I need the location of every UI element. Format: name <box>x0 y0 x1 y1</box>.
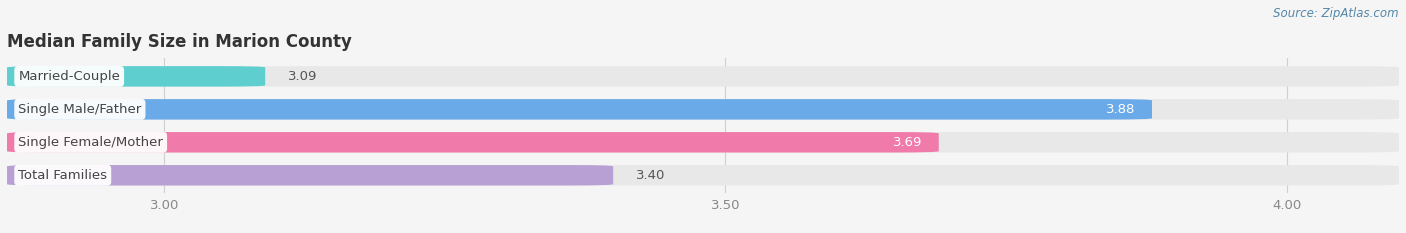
Text: 3.40: 3.40 <box>636 169 665 182</box>
FancyBboxPatch shape <box>7 132 1399 153</box>
Text: Median Family Size in Marion County: Median Family Size in Marion County <box>7 33 351 51</box>
Text: Single Female/Mother: Single Female/Mother <box>18 136 163 149</box>
FancyBboxPatch shape <box>7 66 1399 87</box>
Text: 3.09: 3.09 <box>288 70 316 83</box>
Text: Total Families: Total Families <box>18 169 107 182</box>
FancyBboxPatch shape <box>7 99 1152 120</box>
Text: Source: ZipAtlas.com: Source: ZipAtlas.com <box>1274 7 1399 20</box>
FancyBboxPatch shape <box>7 165 613 185</box>
Text: 3.69: 3.69 <box>893 136 922 149</box>
FancyBboxPatch shape <box>7 99 1399 120</box>
FancyBboxPatch shape <box>7 165 1399 185</box>
FancyBboxPatch shape <box>7 132 939 153</box>
Text: Single Male/Father: Single Male/Father <box>18 103 142 116</box>
Text: Married-Couple: Married-Couple <box>18 70 120 83</box>
FancyBboxPatch shape <box>7 66 266 87</box>
Text: 3.88: 3.88 <box>1105 103 1135 116</box>
